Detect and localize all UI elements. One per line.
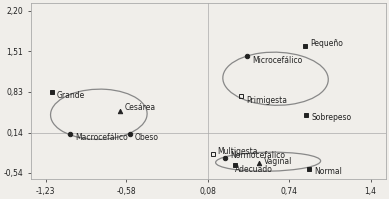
Text: Macrocefálico: Macrocefálico: [75, 134, 128, 142]
Text: Adecuado: Adecuado: [235, 165, 273, 174]
Text: Primigesta: Primigesta: [246, 96, 287, 104]
Text: Cesárea: Cesárea: [125, 103, 156, 112]
Text: Normocefalico: Normocefalico: [230, 151, 285, 160]
Text: Microcefálico: Microcefálico: [252, 56, 302, 65]
Text: Pequeño: Pequeño: [310, 39, 343, 48]
Text: Grande: Grande: [57, 91, 85, 100]
Text: Multigesta: Multigesta: [217, 146, 258, 156]
Text: Normal: Normal: [314, 167, 342, 176]
Text: Sobrepeso: Sobrepeso: [311, 113, 352, 122]
Text: Obeso: Obeso: [135, 134, 159, 142]
Text: Vaginal: Vaginal: [265, 157, 293, 166]
